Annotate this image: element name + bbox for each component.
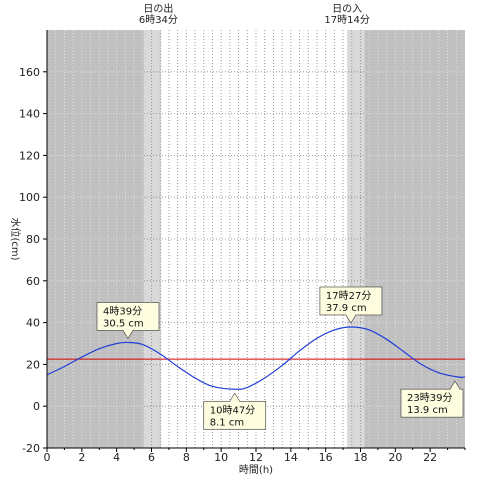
sunrise-label: 日の出 [143,2,173,15]
sunset-time: 17時14分 [324,14,369,26]
y-tick-label: 0 [33,400,40,413]
y-tick-label: 40 [26,317,40,330]
callout-box [203,400,267,430]
sunset-label: 日の入 [332,4,362,15]
x-tick-label: 12 [249,451,263,464]
y-tick-label: -20 [22,442,40,455]
x-tick-label: 22 [423,451,437,464]
x-tick-label: 14 [284,451,298,464]
tide-curve [46,326,466,390]
x-tick-label: 2 [78,451,85,464]
callout-value: 37.9 cm [326,303,367,314]
x-tick-label: 0 [44,451,51,464]
y-tick-label: 100 [19,191,40,204]
y-axis-label: 水位(cm) [9,217,22,260]
x-tick-label: 18 [354,451,368,464]
callout-time: 10時47分 [210,404,255,416]
twilight-band-morning [143,30,162,448]
x-axis-label: 時間(h) [239,464,273,476]
axes-group: -20 0 20 40 60 80 100 120 140 160 0 2 4 6 8 10 12 14 16 18 2… [19,30,466,464]
callout-value: 8.1 cm [210,417,244,428]
sunrise-time: 6時34分 [139,14,178,26]
callout-value: 13.9 cm [407,405,448,416]
grid-lines [47,30,465,448]
x-tick-label: 4 [113,451,120,464]
x-tick-label: 8 [183,451,190,464]
night-band-evening [364,30,465,448]
x-tick-label: 20 [388,451,402,464]
x-tick-label: 16 [319,451,333,464]
callout-value: 30.5 cm [103,318,144,329]
tide-curve-group [46,326,466,390]
y-tick-label: 20 [26,358,40,371]
x-tick-label: 6 [148,451,155,464]
y-tick-label: 160 [19,66,40,79]
y-tick-label: 120 [19,149,40,162]
callout-box [400,388,464,418]
x-tick-label: 10 [214,451,228,464]
callout-time: 23時39分 [407,392,452,404]
callout-time: 4時39分 [103,305,142,317]
twilight-band-evening [347,30,365,448]
y-tick-label: 60 [26,275,40,288]
y-tick-label: 80 [26,233,40,246]
day-night-bands [47,30,465,448]
y-tick-label: 140 [19,108,40,121]
callout-time: 17時27分 [326,290,371,302]
